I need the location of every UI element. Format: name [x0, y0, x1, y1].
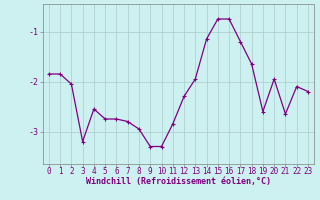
X-axis label: Windchill (Refroidissement éolien,°C): Windchill (Refroidissement éolien,°C): [86, 177, 271, 186]
